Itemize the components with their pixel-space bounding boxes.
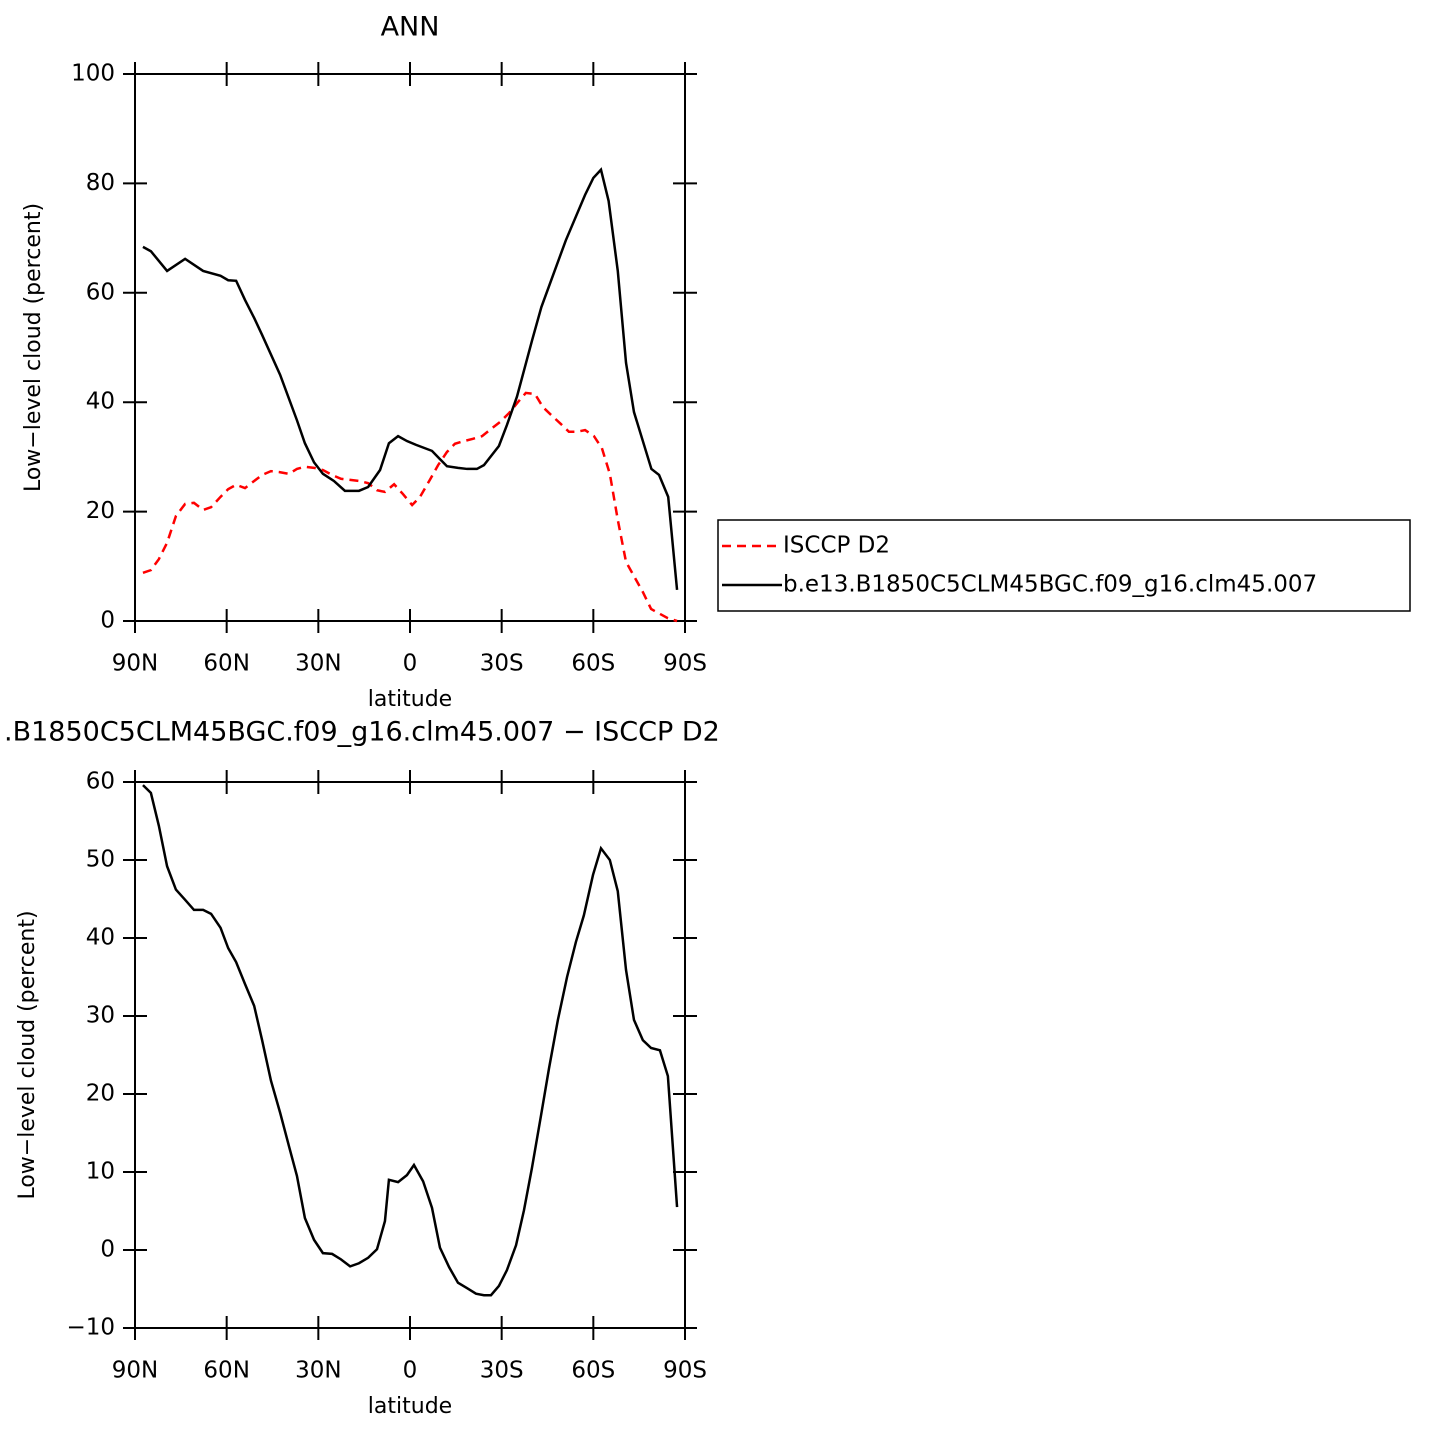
y-axis-label: Low−level cloud (percent)	[15, 910, 40, 1199]
y-tick-label: 20	[86, 498, 115, 524]
y-tick-label: 10	[86, 1159, 115, 1185]
x-tick-label: 90N	[112, 651, 158, 677]
y-tick-label: 50	[86, 847, 115, 873]
data-line	[142, 784, 679, 1297]
y-tick-label: 0	[100, 1237, 115, 1263]
plot-frame	[134, 781, 686, 1329]
plot-frame	[134, 73, 686, 622]
x-tick-label: 60N	[203, 1358, 249, 1384]
y-axis-label: Low−level cloud (percent)	[21, 203, 46, 492]
x-tick-label: 90N	[112, 1358, 158, 1384]
x-tick-label: 60S	[571, 1358, 615, 1384]
legend-label: ISCCP D2	[783, 533, 890, 559]
x-tick-label: 30N	[295, 651, 341, 677]
y-tick-label: −10	[66, 1315, 115, 1341]
y-tick-label: 60	[86, 279, 115, 305]
x-tick-label: 30N	[295, 1358, 341, 1384]
data-line	[142, 391, 678, 623]
y-tick-label: 20	[86, 1081, 115, 1107]
x-tick-label: 30S	[480, 651, 524, 677]
y-tick-label: 80	[86, 170, 115, 196]
data-line	[142, 167, 679, 590]
x-tick-label: 30S	[480, 1358, 524, 1384]
y-tick-label: 40	[86, 925, 115, 951]
y-tick-label: 0	[100, 608, 115, 634]
legend-box	[717, 519, 1411, 612]
y-tick-label: 100	[71, 61, 115, 87]
x-tick-label: 0	[403, 651, 418, 677]
y-tick-label: 40	[86, 389, 115, 415]
chart-title: .B1850C5CLM45BGC.f09_g16.clm45.007 − ISC…	[4, 717, 720, 748]
y-tick-label: 30	[86, 1003, 115, 1029]
x-tick-label: 90S	[663, 651, 707, 677]
x-tick-label: 90S	[663, 1358, 707, 1384]
x-tick-label: 60N	[203, 651, 249, 677]
legend-label: b.e13.B1850C5CLM45BGC.f09_g16.clm45.007	[783, 572, 1317, 598]
y-tick-label: 60	[86, 769, 115, 795]
x-axis-label: latitude	[368, 1394, 452, 1419]
chart-title: ANN	[381, 12, 440, 43]
x-tick-label: 60S	[571, 651, 615, 677]
x-axis-label: latitude	[368, 687, 452, 712]
x-tick-label: 0	[403, 1358, 418, 1384]
